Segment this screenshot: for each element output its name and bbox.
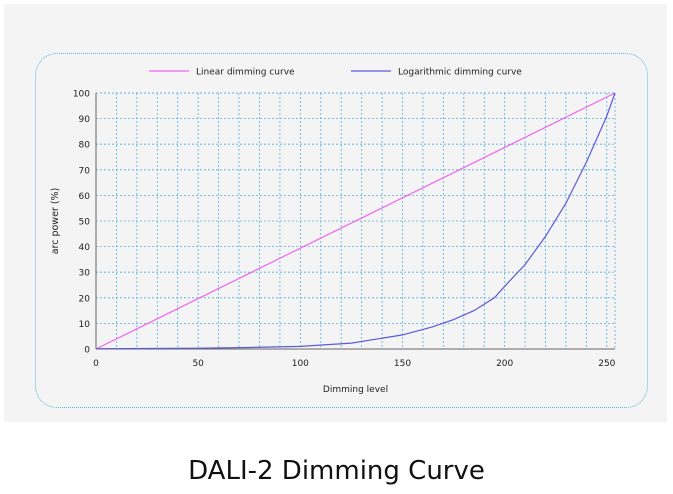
y-axis-title: arc power (%): [50, 188, 61, 255]
x-tick-label: 0: [93, 359, 99, 369]
x-tick-label: 100: [292, 359, 309, 369]
x-tick-label: 200: [496, 359, 513, 369]
series-line-logarithmic: [95, 92, 616, 350]
dimming-curve-chart: 0 10 20 30 40 50 60 70 80 90 100 0 50 100 150 200 250 Dim…: [50, 68, 616, 396]
legend-label-logarithmic: Logarithmic dimming curve: [398, 68, 522, 78]
x-tick-label: 150: [394, 359, 411, 369]
y-tick-label: 10: [79, 320, 91, 330]
y-tick-label: 30: [79, 269, 91, 279]
y-tick-label: 70: [79, 166, 91, 176]
y-tick-label: 100: [73, 90, 90, 100]
y-tick-label: 90: [79, 115, 91, 125]
y-tick-label: 50: [79, 218, 91, 228]
series-line-linear: [95, 92, 616, 350]
x-tick-label: 50: [192, 359, 204, 369]
x-tick-label: 250: [598, 359, 615, 369]
figure-caption: DALI-2 Dimming Curve: [188, 456, 485, 486]
y-tick-label: 80: [79, 141, 91, 151]
y-tick-label: 20: [79, 294, 91, 304]
y-tick-label: 60: [79, 192, 91, 202]
y-tick-label: 0: [84, 346, 90, 356]
y-tick-label: 40: [79, 243, 91, 253]
x-axis-title: Dimming level: [323, 385, 388, 395]
figure-background: 0 10 20 30 40 50 60 70 80 90 100 0 50 100 150 200 250 Dim…: [4, 4, 667, 422]
legend-label-linear: Linear dimming curve: [196, 68, 295, 78]
